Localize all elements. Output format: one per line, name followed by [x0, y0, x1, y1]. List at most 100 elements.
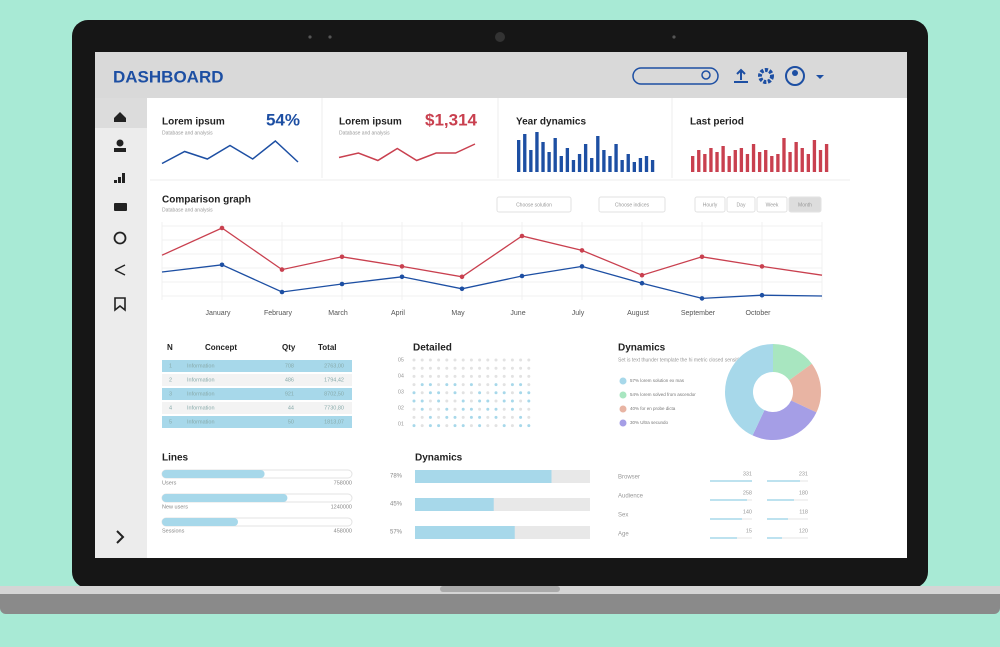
dot	[453, 374, 457, 378]
dot	[453, 407, 457, 411]
sidebar	[95, 98, 147, 558]
dot	[486, 424, 490, 428]
dot	[494, 366, 498, 370]
user-dropdown[interactable]	[816, 75, 824, 79]
card-title: Year dynamics	[516, 117, 586, 128]
table-header: Qty	[282, 343, 296, 352]
settings-icon[interactable]	[758, 68, 774, 84]
stat-value: 15	[746, 528, 752, 534]
bar	[571, 160, 576, 172]
stat-value: 120	[799, 528, 808, 534]
dot	[412, 374, 416, 378]
clock-icon[interactable]	[113, 231, 127, 245]
dot	[453, 391, 457, 395]
bar	[727, 156, 731, 172]
dot	[478, 383, 482, 387]
bar	[751, 144, 756, 172]
dot	[494, 391, 498, 395]
expand-icon[interactable]	[116, 530, 125, 544]
dot	[445, 374, 449, 378]
chat-icon[interactable]	[114, 203, 127, 211]
y-label: 03	[398, 389, 404, 395]
dot	[510, 391, 514, 395]
filter-button[interactable]	[598, 196, 666, 213]
dot	[453, 358, 457, 362]
dot	[527, 424, 531, 428]
legend-swatch	[619, 391, 627, 399]
dot	[437, 399, 441, 403]
section-subtitle: Set is text thunder template the hi metr…	[618, 357, 744, 363]
stats-icon[interactable]	[114, 173, 125, 183]
dot	[502, 358, 506, 362]
bar	[770, 156, 774, 172]
series-point	[339, 281, 345, 287]
filter-button[interactable]	[496, 196, 572, 213]
filter-button[interactable]	[788, 196, 822, 213]
dot	[519, 407, 523, 411]
profile-icon[interactable]	[116, 139, 124, 147]
dashboard-title: DASHBOARD	[113, 67, 224, 86]
dot	[527, 374, 531, 378]
month-label: June	[510, 310, 525, 317]
dot	[461, 399, 465, 403]
dot	[510, 358, 514, 362]
dot	[469, 399, 473, 403]
filter-button[interactable]	[756, 196, 788, 213]
dot	[437, 383, 441, 387]
laptop-notch	[440, 586, 560, 592]
dot	[461, 391, 465, 395]
dot	[478, 407, 482, 411]
progress-label: Users	[162, 480, 177, 486]
bar	[547, 152, 551, 172]
sensor	[672, 35, 676, 39]
dot	[502, 383, 506, 387]
stat-label: Sex	[618, 513, 628, 519]
bar	[517, 140, 521, 172]
search-box[interactable]	[632, 67, 719, 85]
home-icon[interactable]	[114, 112, 126, 122]
table-cell: 1813,07	[324, 419, 344, 425]
filter-button[interactable]	[694, 196, 726, 213]
dot	[502, 391, 506, 395]
search-icon[interactable]	[701, 70, 711, 80]
month-label: February	[264, 310, 293, 317]
dot	[486, 374, 490, 378]
dot	[494, 358, 498, 362]
dot	[510, 424, 514, 428]
dot	[494, 424, 498, 428]
bar	[788, 152, 792, 172]
dot	[412, 366, 416, 370]
dot	[445, 424, 449, 428]
section-title: Dynamics	[618, 343, 666, 354]
bar	[632, 162, 636, 172]
dot	[445, 407, 449, 411]
dot	[478, 374, 482, 378]
bar	[691, 156, 695, 172]
dot	[502, 366, 506, 370]
bar-fill	[415, 526, 515, 539]
stat-value: 140	[743, 509, 752, 515]
dot	[486, 407, 490, 411]
dot	[510, 383, 514, 387]
dot	[420, 407, 424, 411]
upload-icon[interactable]	[734, 68, 748, 83]
bar	[818, 150, 823, 172]
filter-button[interactable]	[726, 196, 756, 213]
bookmark-icon[interactable]	[114, 297, 126, 312]
user-icon[interactable]	[785, 66, 805, 86]
table-cell: 1	[169, 363, 172, 369]
card-title: Lorem ipsum	[162, 117, 225, 128]
month-label: May	[451, 310, 465, 317]
dot	[461, 383, 465, 387]
bar	[535, 132, 539, 172]
table-cell: 921	[285, 391, 294, 397]
y-label: 05	[398, 357, 404, 363]
dot	[412, 399, 416, 403]
y-label: 04	[398, 373, 404, 379]
table-header: Total	[318, 343, 337, 352]
share-icon[interactable]	[114, 264, 126, 276]
progress-value: 1240000	[331, 504, 352, 510]
table-cell: Information	[187, 377, 215, 383]
dot	[461, 415, 465, 419]
section-title: Detailed	[413, 343, 452, 354]
